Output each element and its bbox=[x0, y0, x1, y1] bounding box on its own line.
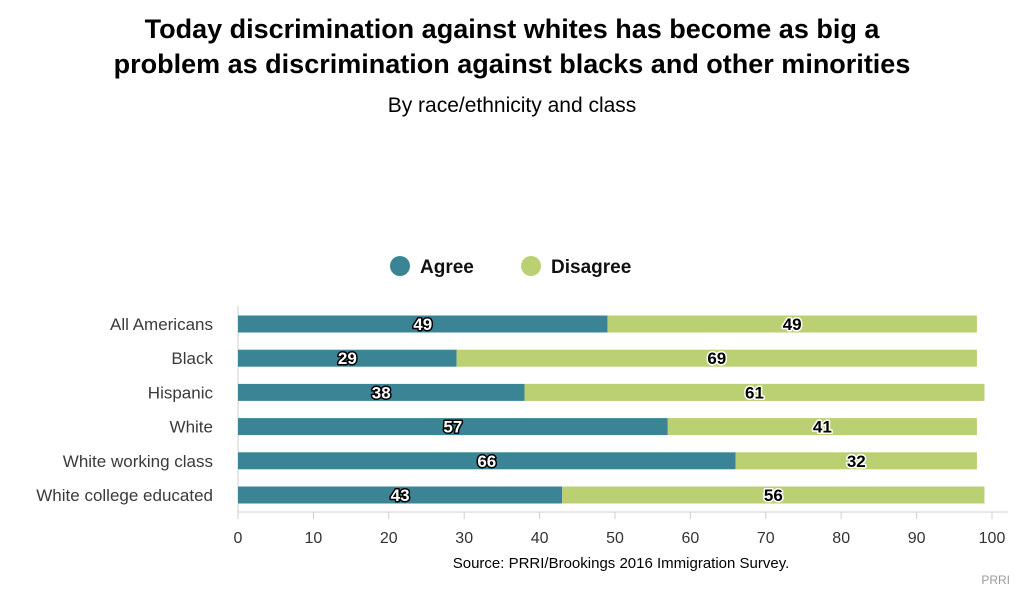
data-label-agree: 49 bbox=[413, 315, 432, 334]
x-tick-label: 90 bbox=[908, 530, 926, 547]
x-tick-label: 20 bbox=[380, 530, 398, 547]
category-label: White working class bbox=[63, 452, 213, 471]
bar-disagree bbox=[456, 349, 977, 367]
chart-title: Today discrimination against whites has … bbox=[0, 12, 1024, 82]
x-tick-label: 100 bbox=[979, 530, 1006, 547]
source-note: Source: PRRI/Brookings 2016 Immigration … bbox=[452, 555, 790, 572]
legend-swatch-disagree bbox=[521, 256, 541, 276]
legend-label-disagree: Disagree bbox=[551, 257, 631, 278]
category-label: Hispanic bbox=[148, 383, 214, 402]
chart-title-line-1: Today discrimination against whites has … bbox=[144, 14, 880, 44]
data-label-agree: 57 bbox=[443, 418, 462, 437]
data-label-agree: 43 bbox=[391, 486, 410, 505]
bar-agree bbox=[238, 315, 608, 333]
data-label-disagree: 49 bbox=[783, 315, 802, 334]
bar-disagree bbox=[607, 315, 977, 333]
bar-disagree bbox=[667, 418, 977, 436]
data-label-agree: 38 bbox=[372, 383, 391, 402]
bar-disagree bbox=[562, 486, 985, 504]
x-tick-label: 60 bbox=[682, 530, 700, 547]
category-label: All Americans bbox=[110, 315, 213, 334]
data-label-agree: 29 bbox=[338, 349, 357, 368]
x-tick-label: 10 bbox=[305, 530, 323, 547]
category-label: Black bbox=[171, 349, 213, 368]
x-tick-label: 80 bbox=[832, 530, 850, 547]
bar-disagree bbox=[524, 383, 985, 401]
category-label: White bbox=[170, 418, 213, 437]
x-tick-label: 40 bbox=[531, 530, 549, 547]
chart-title-line-2: problem as discrimination against blacks… bbox=[113, 49, 911, 79]
x-tick-label: 50 bbox=[606, 530, 624, 547]
bar-agree bbox=[238, 486, 563, 504]
category-label: White college educated bbox=[36, 486, 213, 505]
data-label-agree: 66 bbox=[477, 452, 496, 471]
x-tick-label: 30 bbox=[455, 530, 473, 547]
legend-swatch-agree bbox=[390, 256, 410, 276]
bar-agree bbox=[238, 383, 525, 401]
x-tick-label: 70 bbox=[757, 530, 775, 547]
bar-agree bbox=[238, 418, 668, 436]
data-label-disagree: 69 bbox=[707, 349, 726, 368]
data-label-disagree: 32 bbox=[847, 452, 866, 471]
legend-label-agree: Agree bbox=[420, 257, 474, 278]
credit-label: PRRI bbox=[981, 573, 1010, 587]
data-label-disagree: 41 bbox=[813, 418, 832, 437]
bar-agree bbox=[238, 452, 736, 470]
bar-disagree bbox=[735, 452, 977, 470]
x-tick-label: 0 bbox=[234, 530, 243, 547]
bar-agree bbox=[238, 349, 457, 367]
data-label-disagree: 56 bbox=[764, 486, 783, 505]
data-label-disagree: 61 bbox=[745, 383, 764, 402]
chart-subtitle: By race/ethnicity and class bbox=[387, 94, 637, 117]
